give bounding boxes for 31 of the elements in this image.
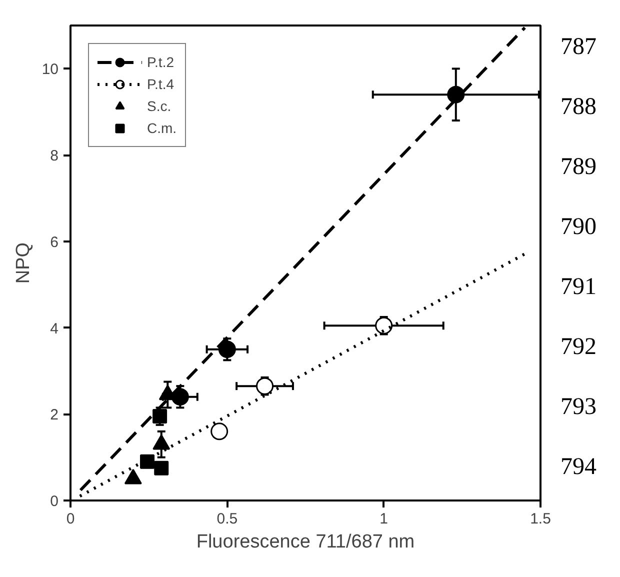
point (447, 86, 465, 104)
point (256, 377, 274, 395)
legend-label: P.t.2 (147, 54, 174, 70)
text: 790 (560, 214, 596, 240)
x-tick-label: 0.5 (216, 510, 238, 528)
point (210, 422, 228, 440)
y-axis-title: NPQ (12, 242, 34, 284)
point (154, 460, 169, 476)
point (218, 340, 236, 358)
x-tick-label: 0 (66, 510, 75, 528)
text: 794 (560, 454, 596, 480)
y-tick-label: 6 (50, 234, 58, 251)
point (375, 316, 393, 334)
x-tick-label: 1 (380, 510, 388, 528)
legend-label: S.c. (147, 98, 172, 114)
text: 793 (560, 394, 596, 420)
text: 789 (560, 154, 596, 180)
y-tick-label: 10 (42, 61, 59, 78)
y-tick-label: 2 (50, 406, 58, 424)
x-tick-label: 1.5 (530, 510, 551, 528)
y-tick-label: 8 (50, 148, 58, 165)
legend-label: C.m. (147, 120, 177, 136)
text: 787 (560, 34, 596, 60)
y-tick-label: 0 (50, 493, 58, 510)
legend-label: P.t.4 (147, 76, 174, 92)
text: 791 (560, 274, 596, 300)
y-tick-label: 4 (50, 320, 58, 338)
point (140, 454, 155, 469)
text: 788 (560, 94, 596, 120)
text: 792 (560, 334, 596, 360)
x-axis-title: Fluorescence 711/687 nm (196, 532, 415, 552)
